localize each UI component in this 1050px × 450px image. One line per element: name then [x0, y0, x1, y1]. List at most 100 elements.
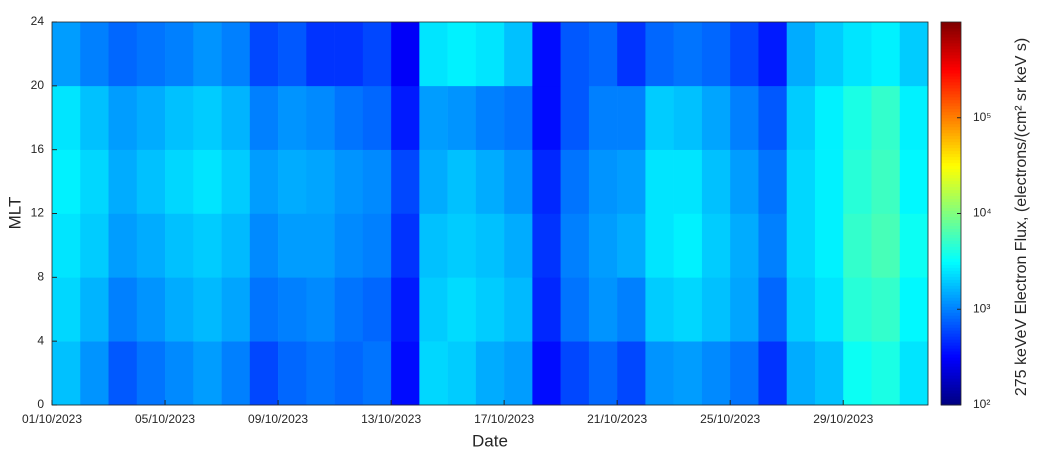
y-tick-label: 12	[31, 206, 45, 220]
colorbar-swatch	[941, 204, 961, 209]
heatmap-cell	[278, 149, 307, 214]
heatmap-cell	[730, 341, 759, 406]
heatmap-cell	[645, 85, 674, 150]
heatmap-cell	[701, 85, 731, 150]
heatmap-cell	[221, 341, 251, 406]
heatmap-cell	[249, 149, 279, 214]
heatmap-cell	[899, 85, 929, 150]
colorbar-label: 275 keVeV Electron Flux, (electrons/(cm²…	[1013, 38, 1030, 396]
heatmap-cell	[419, 85, 448, 150]
heatmap-cell	[843, 213, 872, 278]
heatmap-cell	[701, 277, 731, 342]
colorbar-swatch	[941, 249, 961, 253]
x-tick-label: 05/10/2023	[135, 412, 195, 426]
heatmap-cell	[532, 341, 561, 406]
heatmap-cell	[391, 341, 420, 406]
x-tick-label: 01/10/2023	[22, 412, 82, 426]
heatmap-cell	[80, 85, 109, 150]
heatmap-cell	[165, 85, 194, 150]
colorbar-swatch	[941, 81, 961, 86]
colorbar-swatch	[941, 123, 961, 128]
colorbar-swatch	[941, 153, 961, 158]
heatmap-cell	[814, 85, 844, 150]
colorbar-swatch	[941, 36, 961, 41]
colorbar-swatch	[941, 231, 961, 235]
heatmap-cell	[475, 85, 505, 150]
colorbar-swatch	[941, 96, 961, 101]
y-tick-label: 4	[37, 333, 44, 347]
colorbar-swatch	[941, 63, 961, 68]
heatmap-cell	[814, 277, 844, 342]
colorbar-swatch	[941, 366, 961, 370]
heatmap-cell	[80, 341, 109, 406]
heatmap-cell	[447, 341, 477, 406]
colorbar-swatch	[941, 150, 961, 155]
colorbar-swatch	[941, 186, 961, 191]
heatmap-cell	[899, 149, 929, 214]
colorbar-swatch	[941, 297, 961, 301]
colorbar-swatch	[941, 264, 961, 268]
heatmap-cell	[843, 149, 872, 214]
heatmap-cell	[80, 277, 109, 342]
colorbar-swatch	[941, 312, 961, 316]
heatmap-cell	[871, 22, 901, 87]
colorbar-swatch	[941, 177, 961, 182]
colorbar-swatch	[941, 48, 961, 53]
heatmap-cell	[814, 22, 844, 87]
heatmap-cell	[306, 85, 335, 150]
heatmap-cell	[475, 341, 505, 406]
colorbar-swatch	[941, 144, 961, 149]
heatmap-cell	[475, 22, 505, 87]
heatmap-cell	[560, 341, 590, 406]
colorbar-swatch	[941, 180, 961, 185]
heatmap-cell	[193, 149, 222, 214]
colorbar-swatch	[941, 243, 961, 247]
colorbar-swatch	[941, 393, 961, 397]
colorbar-tick-label: 10⁴	[973, 206, 992, 220]
colorbar-swatch	[941, 252, 961, 256]
heatmap-cell	[758, 341, 788, 406]
heatmap-cell	[136, 149, 166, 214]
colorbar-swatch	[941, 159, 961, 164]
colorbar-swatch	[941, 99, 961, 104]
colorbar-swatch	[941, 87, 961, 92]
colorbar-swatch	[941, 129, 961, 134]
heatmap-cell	[306, 213, 335, 278]
heatmap-cell	[899, 213, 929, 278]
heatmap-cell	[617, 149, 646, 214]
heatmap-cell	[136, 22, 166, 87]
colorbar-swatch	[941, 375, 961, 379]
colorbar-swatch	[941, 126, 961, 131]
colorbar-swatch	[941, 378, 961, 382]
heatmap-cell	[758, 22, 788, 87]
heatmap-cell	[334, 22, 364, 87]
heatmap-cell	[193, 22, 222, 87]
heatmap-cell	[52, 149, 81, 214]
colorbar-swatch	[941, 195, 961, 200]
heatmap-cell	[108, 85, 138, 150]
colorbar-swatch	[941, 348, 961, 352]
heatmap-cell	[108, 341, 138, 406]
heatmap-cell	[560, 277, 590, 342]
colorbar-swatch	[941, 285, 961, 289]
colorbar-swatch	[941, 228, 961, 232]
heatmap-cell	[362, 213, 392, 278]
heatmap-cell	[419, 22, 448, 87]
colorbar-swatch	[941, 222, 961, 226]
heatmap-cell	[165, 213, 194, 278]
heatmap-cell	[136, 341, 166, 406]
heatmap-cell	[249, 213, 279, 278]
heatmap-cell	[560, 85, 590, 150]
heatmap-cell	[249, 85, 279, 150]
heatmap-cell	[278, 213, 307, 278]
heatmap-cell	[391, 277, 420, 342]
colorbar-swatch	[941, 210, 961, 214]
heatmap-cell	[52, 213, 81, 278]
heatmap-cell	[617, 277, 646, 342]
heatmap-cell	[560, 213, 590, 278]
heatmap-cell	[673, 277, 703, 342]
heatmap-cell	[730, 213, 759, 278]
heatmap-cell	[193, 277, 222, 342]
y-axis-label: MLT	[5, 197, 24, 230]
